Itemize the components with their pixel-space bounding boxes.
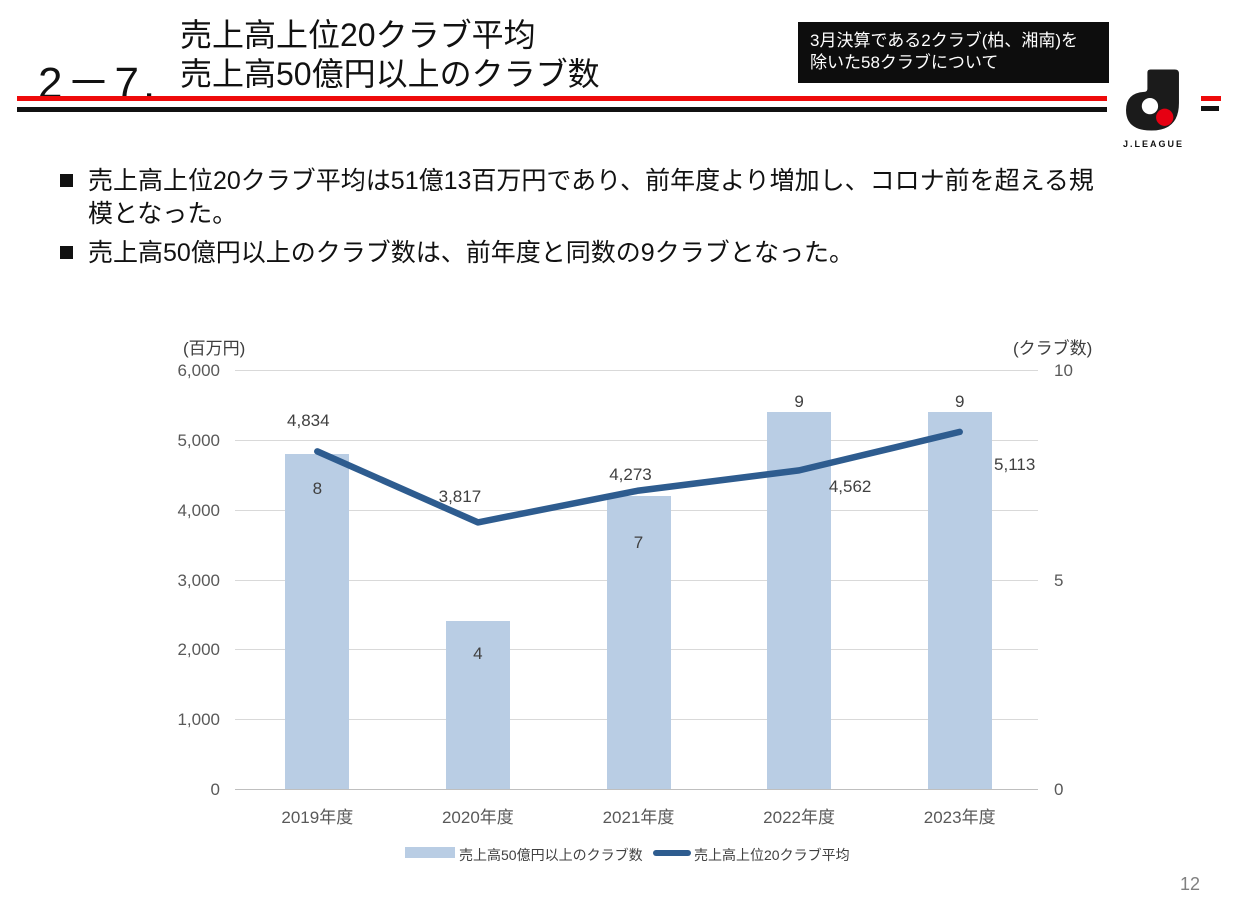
y-axis-tick-left: 2,000 [177,640,220,660]
y-axis-tick-left: 4,000 [177,500,220,520]
bar-2019年度 [285,453,350,789]
x-axis-label: 2022年度 [763,808,835,827]
bar-2022年度 [767,411,832,789]
left-axis-unit-label: (百万円) [183,339,246,358]
divider-black [17,107,1107,112]
y-axis-tick-left: 1,000 [177,710,220,730]
page-number: 12 [1180,874,1201,894]
bar-value-label: 9 [954,391,965,411]
note-box: 3月決算である2クラブ(柏、湘南)を 除いた58クラブについて [798,22,1109,83]
gridline [235,439,1038,441]
legend-label-bar-series: 売上高50億円以上のクラブ数 [459,847,643,863]
page-title: 売上高上位20クラブ平均 売上高50億円以上のクラブ数 [180,16,600,94]
gridline [235,370,1038,371]
legend-label-line-series: 売上高上位20クラブ平均 [694,847,850,863]
equals-mark-red [1201,96,1221,101]
legend-swatch-line [653,850,691,856]
x-axis-label: 2021年度 [602,808,675,827]
note-box-line-1: 3月決算である2クラブ(柏、湘南)を [810,31,1079,50]
bar-value-label: 4 [473,644,483,664]
line-value-label: 4,834 [287,411,330,431]
bullet-1-line-1: 売上高上位20クラブ平均は51億13百万円であり、前年度より増加し、コロナ前を超… [88,167,1094,195]
bullet-item-1: 売上高上位20クラブ平均は51億13百万円であり、前年度より増加し、コロナ前を超… [60,165,1180,231]
bullet-1-line-2: 模となった。 [88,200,238,228]
equals-mark-black [1201,106,1219,111]
bullet-2-line-1: 売上高50億円以上のクラブ数は、前年度と同数の9クラブとなった。 [88,239,854,267]
line-value-label: 4,562 [828,477,872,497]
bar-2021年度 [606,495,671,789]
x-axis-label: 2020年度 [441,808,514,827]
logo-wordmark: J.LEAGUE [1123,139,1185,149]
line-value-label: 5,113 [994,454,1036,474]
x-axis-label: 2023年度 [923,808,996,827]
divider-red [17,96,1107,101]
x-axis-label: 2019年度 [281,808,354,827]
page-title-line-1: 売上高上位20クラブ平均 [180,17,536,53]
jleague-j-icon [1126,69,1179,131]
bar-value-label: 8 [312,478,323,498]
y-axis-tick-left: 0 [210,780,220,799]
line-value-label: 4,273 [609,464,652,484]
bullet-item-2: 売上高50億円以上のクラブ数は、前年度と同数の9クラブとなった。 [60,237,1180,270]
legend-swatch-bar [405,847,455,858]
line-value-label: 3,817 [438,487,482,507]
y-axis-tick-right: 0 [1054,780,1064,799]
gridline [235,789,1038,790]
y-axis-tick-left: 3,000 [177,570,220,590]
y-axis-tick-right: 10 [1054,361,1073,380]
bullet-marker [60,246,73,259]
bar-2020年度 [445,621,510,789]
y-axis-tick-left: 5,000 [177,430,220,450]
bar-value-label: 9 [794,391,804,411]
bullet-marker [60,174,73,187]
y-axis-tick-right: 5 [1054,570,1064,590]
page-title-line-2: 売上高50億円以上のクラブ数 [180,56,600,92]
y-axis-tick-left: 6,000 [177,361,220,380]
note-box-line-2: 除いた58クラブについて [810,53,999,72]
bar-value-label: 7 [633,532,644,552]
right-axis-unit-label: (クラブ数) [1013,339,1093,358]
jleague-logo: J.LEAGUE [1123,68,1185,149]
